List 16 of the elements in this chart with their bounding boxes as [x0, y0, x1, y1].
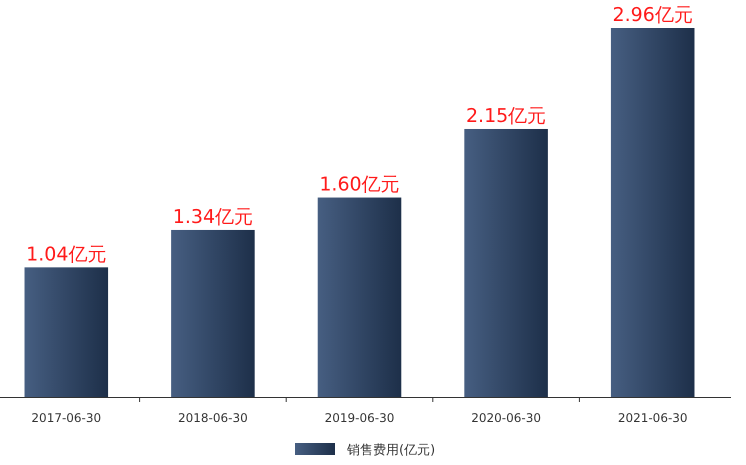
bar [24, 267, 108, 397]
x-tick-label: 2017-06-30 [31, 411, 102, 425]
bar [318, 198, 402, 397]
legend-label: 销售费用(亿元) [346, 443, 436, 458]
bar [171, 230, 255, 397]
bar [464, 128, 548, 397]
bar [610, 28, 694, 397]
data-label: 2.15亿元 [466, 104, 546, 127]
data-label: 1.04亿元 [26, 243, 106, 266]
data-label: 1.34亿元 [172, 206, 254, 228]
x-tick-label: 2021-06-30 [618, 411, 688, 425]
x-tick-label: 2019-06-30 [324, 411, 394, 425]
data-label: 2.96亿元 [612, 4, 693, 26]
data-label: 1.60亿元 [319, 174, 400, 196]
x-tick-label: 2020-06-30 [471, 411, 541, 425]
x-tick-label: 2018-06-30 [178, 411, 248, 425]
